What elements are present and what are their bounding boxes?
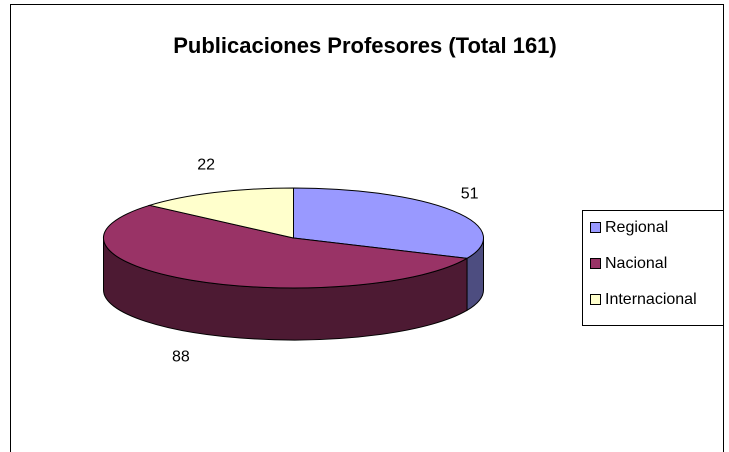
- legend-label: Regional: [605, 219, 668, 236]
- legend-label: Internacional: [605, 291, 697, 308]
- legend-label: Nacional: [605, 255, 667, 272]
- legend-swatch: [590, 222, 601, 233]
- legend-box: [582, 210, 724, 326]
- pie-slice: [293, 187, 484, 259]
- legend-swatch: [590, 258, 601, 269]
- data-label: 51: [461, 186, 479, 203]
- legend-swatch: [590, 294, 601, 305]
- pie-slice: [103, 204, 469, 289]
- chart-title: Publicaciones Profesores (Total 161): [173, 33, 557, 58]
- pie-slice: [147, 187, 294, 239]
- data-label: 88: [172, 349, 190, 366]
- data-label: 22: [197, 156, 215, 173]
